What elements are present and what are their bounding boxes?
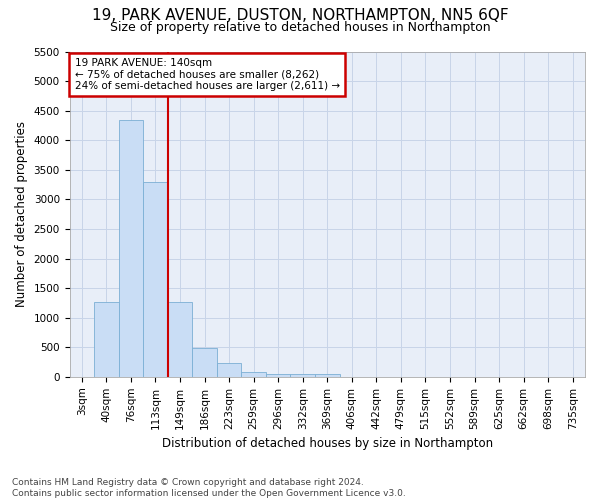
Text: 19, PARK AVENUE, DUSTON, NORTHAMPTON, NN5 6QF: 19, PARK AVENUE, DUSTON, NORTHAMPTON, NN… xyxy=(92,8,508,22)
Bar xyxy=(192,348,217,377)
Bar xyxy=(315,374,340,377)
Bar xyxy=(94,302,119,377)
X-axis label: Distribution of detached houses by size in Northampton: Distribution of detached houses by size … xyxy=(162,437,493,450)
Bar xyxy=(119,120,143,377)
Y-axis label: Number of detached properties: Number of detached properties xyxy=(15,121,28,307)
Bar xyxy=(241,372,266,377)
Text: 19 PARK AVENUE: 140sqm
← 75% of detached houses are smaller (8,262)
24% of semi-: 19 PARK AVENUE: 140sqm ← 75% of detached… xyxy=(74,58,340,91)
Bar xyxy=(290,374,315,377)
Bar xyxy=(266,374,290,377)
Text: Contains HM Land Registry data © Crown copyright and database right 2024.
Contai: Contains HM Land Registry data © Crown c… xyxy=(12,478,406,498)
Bar xyxy=(168,302,192,377)
Bar xyxy=(143,182,168,377)
Text: Size of property relative to detached houses in Northampton: Size of property relative to detached ho… xyxy=(110,21,490,34)
Bar xyxy=(217,363,241,377)
